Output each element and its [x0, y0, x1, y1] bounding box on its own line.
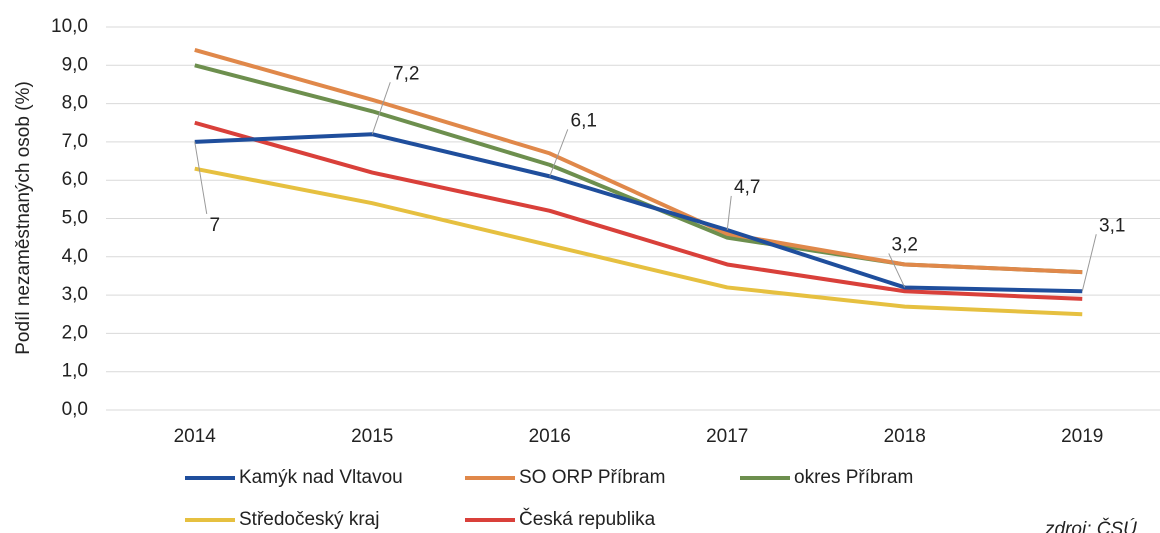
y-tick-label: 0,0	[62, 399, 88, 420]
x-tick-label: 2016	[529, 426, 571, 447]
y-tick-label: 8,0	[62, 93, 88, 114]
y-tick-label: 6,0	[62, 169, 88, 190]
leader-line	[549, 129, 569, 177]
leader-line	[888, 253, 906, 288]
data-label: 6,1	[571, 110, 597, 131]
series-line	[194, 132, 1083, 294]
series-line	[194, 63, 1083, 275]
legend-label: okres Příbram	[794, 467, 913, 488]
data-label: 3,2	[892, 234, 918, 255]
series-line	[194, 120, 1083, 301]
source: zdroj: ČSÚ	[1044, 518, 1137, 533]
y-axis-title: Podíl nezaměstnaných osob (%)	[13, 81, 34, 355]
data-label: 7	[209, 215, 220, 236]
data-label: 3,1	[1099, 215, 1125, 236]
y-tick-label: 10,0	[51, 16, 88, 37]
y-tick-label: 5,0	[62, 208, 88, 229]
y-tick-label: 9,0	[62, 54, 88, 75]
y-tick-label: 4,0	[62, 246, 88, 267]
x-tick-label: 2015	[351, 426, 393, 447]
y-tick-label: 2,0	[62, 322, 88, 343]
data-label: 4,7	[734, 177, 760, 198]
series-line	[194, 48, 1083, 275]
x-tick-label: 2014	[174, 426, 217, 447]
data-label: 7,2	[393, 63, 419, 84]
leader-line	[1081, 234, 1097, 292]
x-tick-label: 2019	[1061, 426, 1103, 447]
leader-line	[726, 195, 732, 231]
legend-label: Středočeský kraj	[239, 509, 379, 530]
leader-line	[371, 82, 391, 135]
y-tick-label: 1,0	[62, 361, 88, 382]
legend-label: Kamýk nad Vltavou	[239, 467, 403, 488]
leader-line	[194, 141, 208, 214]
series-line	[194, 166, 1083, 317]
x-tick-label: 2018	[884, 426, 926, 447]
x-tick-label: 2017	[706, 426, 748, 447]
y-tick-label: 7,0	[62, 131, 88, 152]
legend-label: Česká republika	[519, 508, 656, 530]
legend-label: SO ORP Příbram	[519, 467, 665, 488]
y-tick-label: 3,0	[62, 284, 88, 305]
